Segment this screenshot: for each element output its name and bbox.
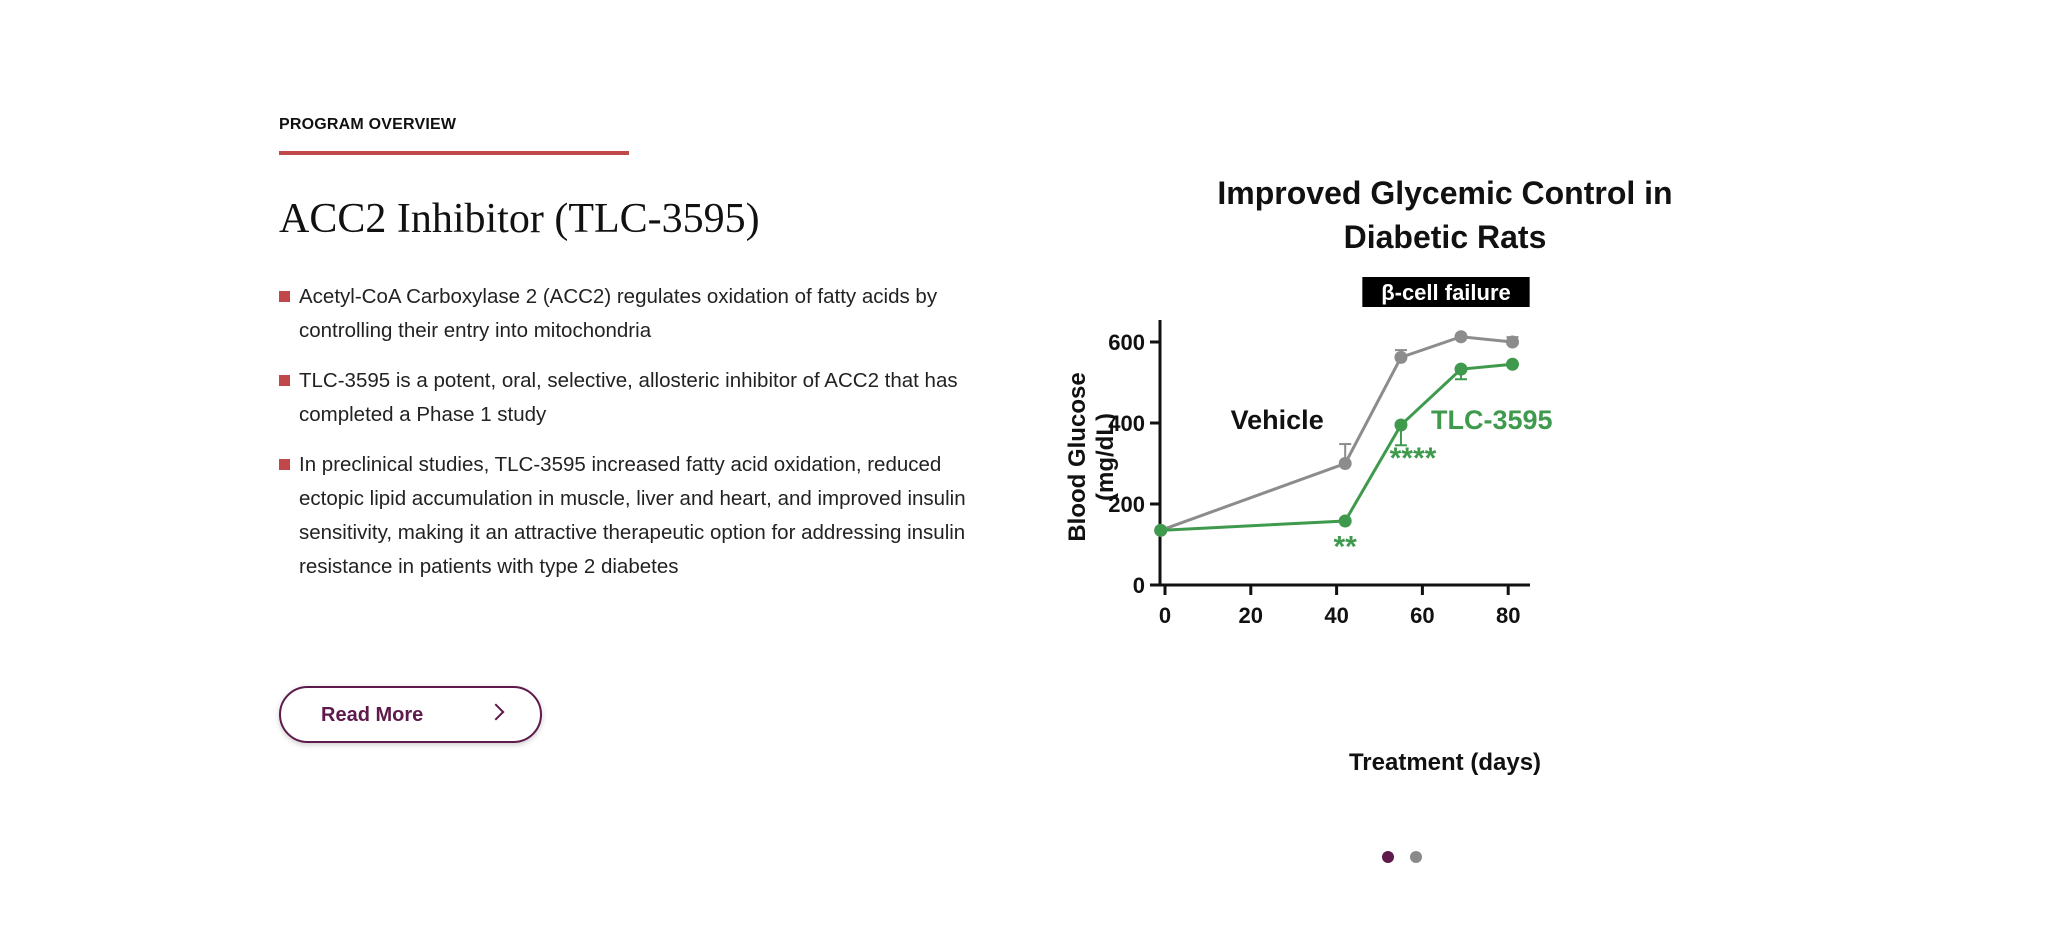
data-point (1338, 457, 1352, 470)
eyebrow-label: PROGRAM OVERVIEW (279, 116, 457, 133)
series-line-tlc-3595 (1160, 362, 1513, 532)
data-point (1454, 362, 1468, 376)
x-tick-label: 60 (1410, 603, 1434, 628)
page-title: ACC2 Inhibitor (TLC-3595) (279, 196, 760, 242)
list-item: Acetyl-CoA Carboxylase 2 (ACC2) regulate… (279, 280, 1009, 348)
data-point (1505, 335, 1519, 349)
beta-cell-failure-band (1362, 277, 1530, 307)
beta-cell-failure-label: β-cell failure (1381, 280, 1511, 305)
read-more-label: Read More (321, 704, 424, 726)
significance-annotation: **** (1390, 442, 1437, 475)
eyebrow-rule (279, 151, 629, 155)
carousel-dot-2[interactable] (1410, 851, 1422, 863)
data-point (1394, 350, 1408, 364)
read-more-button[interactable]: Read More (279, 686, 542, 743)
bullet-square-icon (279, 459, 290, 470)
bullet-list: Acetyl-CoA Carboxylase 2 (ACC2) regulate… (279, 280, 1009, 600)
chevron-right-icon (487, 703, 505, 721)
x-tick-label: 0 (1159, 603, 1171, 628)
bullet-square-icon (279, 291, 290, 302)
y-axis-label-line2: (mg/dL) (1092, 413, 1119, 501)
x-tick-label: 40 (1324, 603, 1348, 628)
list-item: TLC-3595 is a potent, oral, selective, a… (279, 364, 1009, 432)
y-tick-label: 0 (1133, 573, 1145, 598)
data-point (1154, 523, 1168, 537)
bullet-square-icon (279, 375, 290, 386)
data-point (1454, 330, 1468, 344)
y-tick-label: 600 (1108, 330, 1145, 355)
data-point (1394, 418, 1408, 432)
chart-title-line2: Diabetic Rats (1344, 219, 1547, 255)
carousel-dot-1[interactable] (1382, 851, 1394, 863)
x-tick-label: 20 (1239, 603, 1263, 628)
x-axis-label: Treatment (days) (1349, 749, 1541, 776)
y-axis-label-line1: Blood Glucose (1064, 372, 1091, 541)
glycemic-chart: Improved Glycemic Control in Diabetic Ra… (1064, 175, 1673, 776)
list-item: In preclinical studies, TLC-3595 increas… (279, 448, 1009, 584)
data-point (1505, 357, 1519, 371)
significance-annotation: ** (1334, 531, 1358, 564)
x-tick-label: 80 (1496, 603, 1520, 628)
chart-title-line1: Improved Glycemic Control in (1217, 175, 1672, 211)
series-label-vehicle: Vehicle (1231, 405, 1324, 435)
data-point (1338, 514, 1352, 528)
y-tick-label: 200 (1108, 492, 1145, 517)
series-label-tlc-3595: TLC-3595 (1431, 405, 1553, 435)
y-tick-label: 400 (1108, 411, 1145, 436)
